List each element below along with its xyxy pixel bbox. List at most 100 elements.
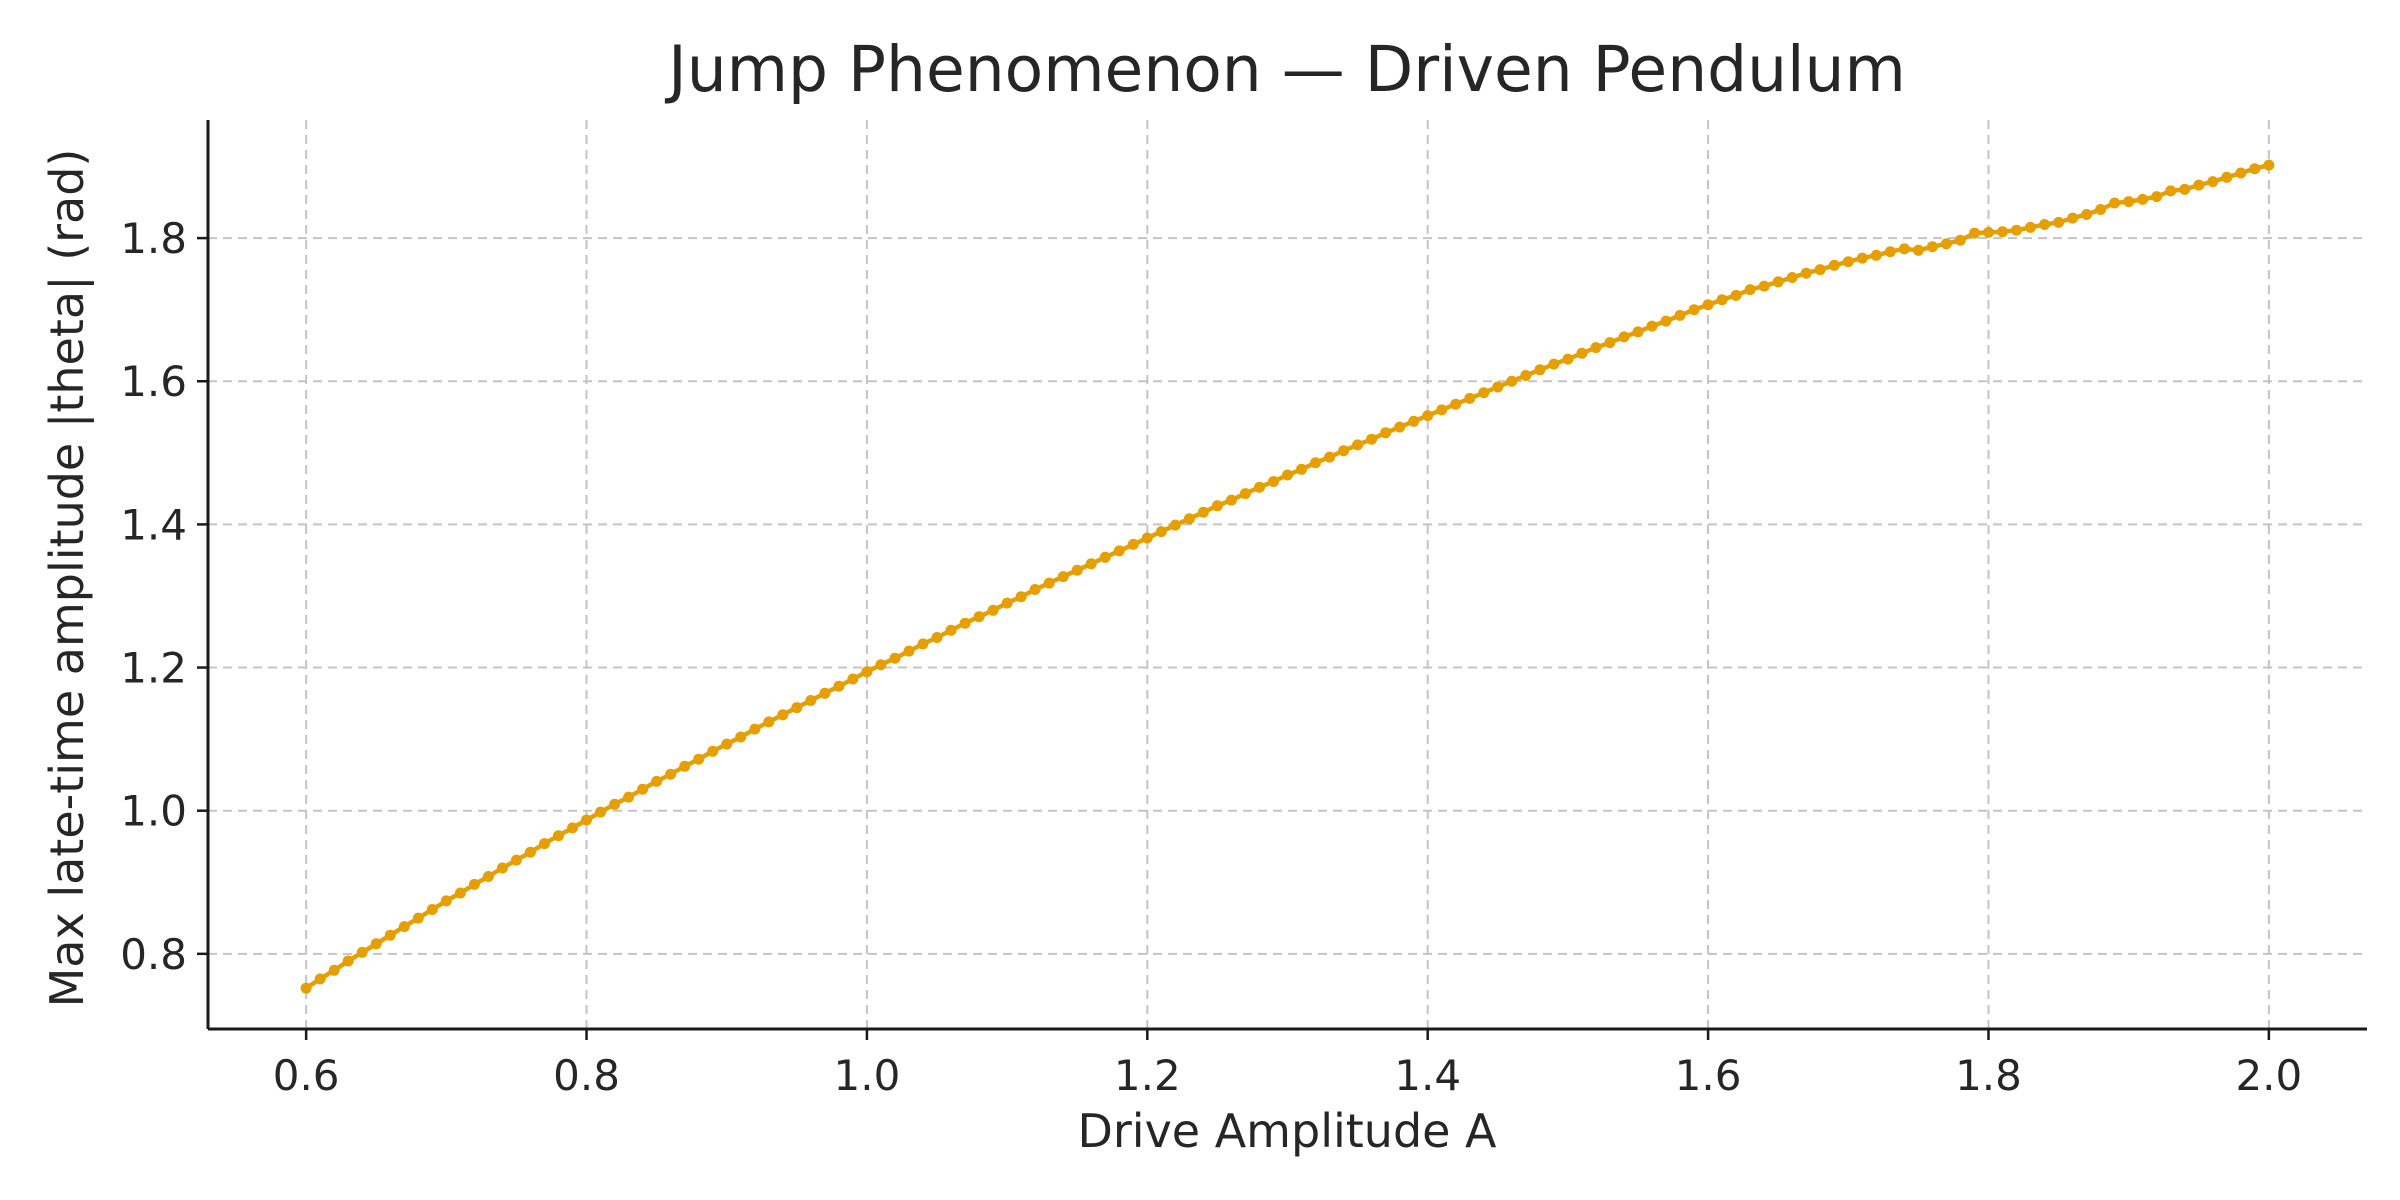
data-point [1450, 398, 1462, 410]
x-tick-label: 0.6 [273, 1051, 340, 1100]
y-tick-label: 1.8 [120, 214, 187, 263]
data-point [1674, 309, 1686, 321]
data-point [1099, 551, 1111, 563]
data-point [1548, 358, 1560, 370]
data-point [1506, 375, 1518, 387]
data-point [1296, 463, 1307, 475]
y-tick-label: 1.6 [120, 357, 187, 406]
y-tick-label: 1.0 [120, 787, 187, 836]
data-point [1352, 439, 1364, 451]
data-point [1071, 564, 1083, 576]
data-point [1001, 597, 1013, 609]
data-point [1043, 577, 1055, 589]
data-point [693, 753, 705, 765]
data-point [524, 846, 536, 858]
data-point [1772, 276, 1784, 288]
data-point [553, 830, 564, 842]
data-point [2179, 183, 2191, 195]
y-axis-label: Max late-time amplitude |theta| (rad) [40, 149, 95, 1008]
data-point [1940, 238, 1952, 250]
data-point [440, 895, 452, 907]
data-point [1604, 337, 1616, 349]
x-tick-label: 1.4 [1394, 1051, 1461, 1100]
data-point [1856, 252, 1868, 264]
data-point [1464, 392, 1476, 404]
data-point [1870, 249, 1882, 261]
data-point [1422, 410, 1434, 422]
data-point [861, 666, 873, 678]
data-point [763, 716, 775, 728]
data-point [2249, 163, 2261, 175]
data-point [637, 783, 649, 795]
data-point [889, 652, 901, 664]
data-point [1730, 289, 1742, 301]
data-point [2263, 159, 2275, 171]
data-point [945, 624, 957, 636]
data-point [1141, 532, 1153, 544]
data-point [2095, 204, 2107, 215]
data-point [665, 768, 677, 780]
data-point [931, 632, 943, 643]
x-tick-label: 1.2 [1114, 1051, 1181, 1100]
data-point [749, 723, 761, 735]
data-point [959, 617, 971, 629]
data-point [595, 806, 606, 818]
data-point [917, 638, 929, 650]
data-point [1800, 267, 1812, 279]
data-point [679, 760, 691, 772]
data-point [510, 854, 522, 866]
data-point [1786, 272, 1798, 283]
data-point [2137, 193, 2149, 205]
x-tick-label: 1.8 [1955, 1051, 2022, 1100]
data-point [1380, 427, 1392, 439]
data-point [482, 871, 494, 882]
data-point [2165, 185, 2177, 197]
data-point [1618, 331, 1630, 343]
x-tick-label: 2.0 [2235, 1051, 2302, 1100]
data-point [1057, 571, 1069, 583]
data-point [1127, 538, 1139, 550]
data-point [819, 687, 831, 699]
data-point [567, 822, 578, 834]
data-point [1183, 513, 1195, 525]
data-point [454, 887, 466, 899]
data-point [875, 659, 887, 671]
series-line [303, 162, 2272, 991]
data-point [1366, 433, 1378, 445]
data-point [2109, 197, 2121, 209]
data-point [398, 921, 410, 933]
data-point [1688, 304, 1700, 316]
data-point [2235, 167, 2247, 179]
data-point [314, 973, 326, 985]
data-point [539, 838, 550, 850]
data-point [2025, 221, 2036, 233]
data-point [2011, 224, 2022, 236]
data-point [1268, 476, 1279, 487]
data-point [1211, 500, 1223, 512]
data-point [735, 731, 747, 743]
data-point [1983, 226, 1994, 238]
data-point [2151, 191, 2163, 203]
data-point [1113, 545, 1125, 557]
y-tick-label: 0.8 [120, 930, 187, 979]
data-point [2039, 219, 2051, 230]
data-point [791, 702, 803, 714]
data-point [1884, 246, 1896, 258]
data-point [1716, 294, 1728, 306]
data-point [1169, 519, 1181, 531]
data-point [2207, 176, 2219, 188]
data-point [300, 982, 312, 994]
y-gridlines [208, 237, 2367, 955]
data-point [1197, 506, 1209, 518]
data-point [609, 798, 621, 810]
data-point [623, 791, 635, 803]
data-point [1702, 299, 1714, 311]
data-point [1576, 347, 1588, 359]
data-point [1492, 381, 1504, 393]
data-point [1744, 284, 1756, 296]
data-point [1842, 256, 1854, 268]
data-point [805, 695, 817, 706]
data-point [1408, 415, 1420, 427]
data-point [987, 604, 999, 616]
